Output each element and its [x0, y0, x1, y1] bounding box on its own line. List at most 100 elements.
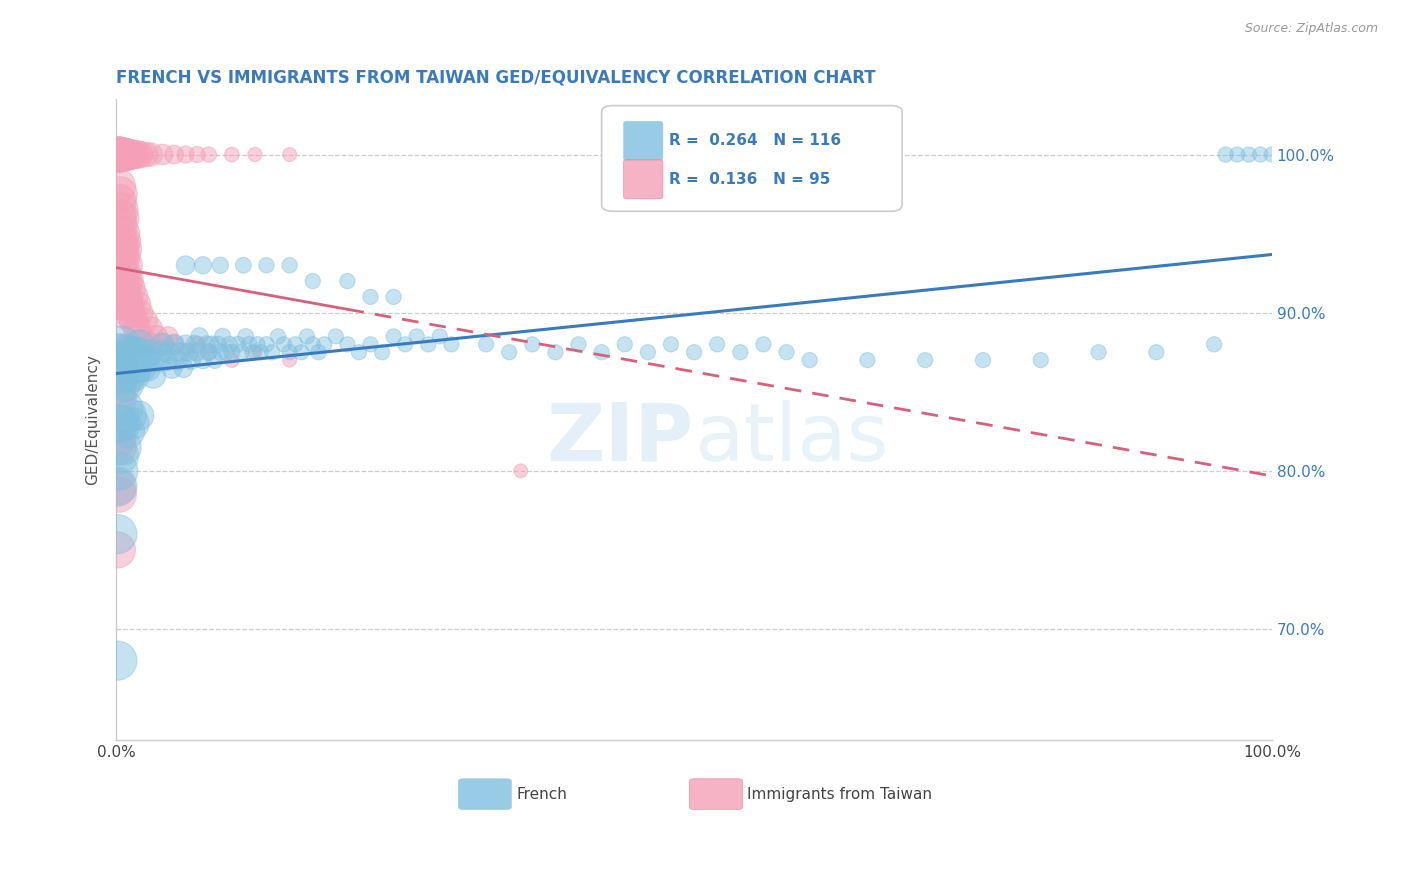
- Point: [429, 329, 451, 343]
- Point: [114, 306, 136, 320]
- Point: [157, 329, 180, 343]
- Point: [360, 290, 382, 304]
- Point: [108, 353, 131, 368]
- Point: [360, 337, 382, 351]
- Point: [107, 179, 129, 194]
- Point: [139, 345, 162, 359]
- Point: [128, 409, 150, 423]
- Point: [195, 337, 218, 351]
- Point: [107, 417, 129, 431]
- Point: [112, 440, 135, 454]
- Point: [128, 329, 150, 343]
- Point: [115, 147, 138, 161]
- Point: [1237, 147, 1260, 161]
- Point: [107, 432, 129, 446]
- Point: [1249, 147, 1271, 161]
- Point: [120, 147, 142, 161]
- Point: [108, 368, 131, 383]
- Point: [107, 147, 129, 161]
- Point: [115, 290, 138, 304]
- Point: [155, 353, 177, 368]
- Point: [122, 368, 145, 383]
- Point: [197, 345, 219, 359]
- Point: [180, 353, 202, 368]
- Point: [111, 243, 134, 257]
- Point: [278, 353, 301, 368]
- Point: [163, 147, 186, 161]
- Text: Source: ZipAtlas.com: Source: ZipAtlas.com: [1244, 22, 1378, 36]
- Point: [301, 274, 323, 288]
- Point: [325, 329, 347, 343]
- Point: [278, 345, 301, 359]
- Point: [112, 250, 135, 264]
- Point: [211, 329, 233, 343]
- Point: [122, 147, 145, 161]
- Point: [238, 337, 260, 351]
- Point: [117, 274, 139, 288]
- Point: [117, 353, 139, 368]
- Point: [209, 345, 232, 359]
- Point: [509, 464, 531, 478]
- Point: [278, 258, 301, 272]
- Point: [683, 345, 706, 359]
- Point: [221, 353, 243, 368]
- Point: [107, 480, 129, 494]
- Point: [122, 417, 145, 431]
- Point: [112, 147, 135, 161]
- Point: [382, 290, 405, 304]
- Point: [121, 345, 143, 359]
- Point: [209, 258, 232, 272]
- Point: [114, 345, 136, 359]
- Point: [107, 440, 129, 454]
- Point: [567, 337, 589, 351]
- Point: [235, 329, 257, 343]
- Point: [1029, 353, 1052, 368]
- Point: [110, 368, 132, 383]
- Point: [134, 353, 156, 368]
- Point: [197, 345, 219, 359]
- Point: [134, 147, 156, 161]
- Point: [111, 361, 134, 376]
- Point: [107, 361, 129, 376]
- Point: [134, 313, 156, 327]
- Point: [107, 353, 129, 368]
- Text: French: French: [516, 787, 567, 802]
- Point: [120, 282, 142, 296]
- Point: [262, 345, 284, 359]
- Point: [120, 306, 142, 320]
- Point: [775, 345, 797, 359]
- Point: [112, 266, 135, 280]
- Point: [110, 202, 132, 217]
- Point: [136, 361, 159, 376]
- Point: [972, 353, 994, 368]
- Point: [752, 337, 775, 351]
- Point: [242, 345, 264, 359]
- Point: [125, 345, 148, 359]
- Point: [1144, 345, 1167, 359]
- Point: [120, 345, 142, 359]
- Point: [125, 147, 148, 161]
- Point: [107, 480, 129, 494]
- Point: [314, 337, 336, 351]
- Text: atlas: atlas: [695, 400, 889, 477]
- Point: [659, 337, 682, 351]
- Point: [142, 368, 165, 383]
- Point: [221, 147, 243, 161]
- Point: [221, 345, 243, 359]
- Point: [139, 337, 162, 351]
- Y-axis label: GED/Equivalency: GED/Equivalency: [86, 354, 100, 485]
- Point: [207, 337, 229, 351]
- Point: [246, 337, 269, 351]
- Point: [295, 329, 318, 343]
- Point: [107, 654, 129, 668]
- Point: [114, 401, 136, 415]
- Point: [394, 337, 416, 351]
- Point: [301, 337, 323, 351]
- Point: [114, 147, 136, 161]
- Point: [110, 258, 132, 272]
- Point: [249, 345, 271, 359]
- Point: [177, 345, 200, 359]
- Point: [347, 345, 370, 359]
- Point: [163, 337, 186, 351]
- Point: [405, 329, 427, 343]
